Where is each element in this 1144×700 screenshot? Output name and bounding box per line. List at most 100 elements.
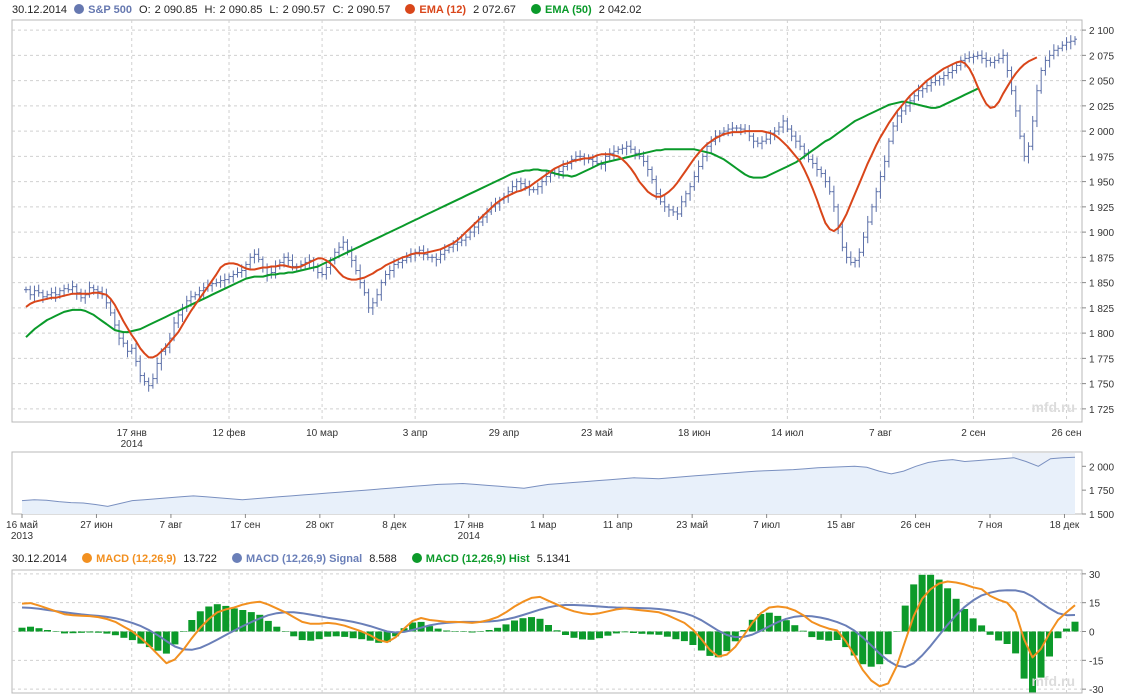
- price-candle: [785, 117, 790, 133]
- macd-hist-bar: [315, 631, 323, 640]
- symbol-name[interactable]: S&P 500: [88, 4, 132, 16]
- macd-hist-bar: [477, 631, 485, 632]
- price-candle: [83, 289, 88, 304]
- macd-hist-bar: [723, 631, 731, 652]
- price-xtick-label: 7 авг: [869, 428, 892, 439]
- price-ytick-label: 1 875: [1089, 253, 1114, 264]
- macd-hist-bar: [27, 626, 34, 632]
- ema12-label[interactable]: EMA (12): [419, 4, 467, 16]
- price-candle: [937, 75, 942, 86]
- price-candle: [176, 311, 181, 329]
- macd-hist-bar: [307, 631, 315, 641]
- macd-hist-bar: [61, 631, 68, 634]
- price-candle: [992, 56, 997, 69]
- price-candle: [764, 133, 769, 145]
- ema12-value: 2 072.67: [473, 4, 516, 16]
- macd-hist-bar: [850, 631, 858, 656]
- price-candle: [929, 77, 934, 92]
- macd-hist-bar: [562, 631, 569, 635]
- macd-hist-bar: [961, 609, 969, 632]
- price-xtick-label: 17 янв 2014: [117, 428, 147, 450]
- macd-hist-bar: [511, 620, 518, 632]
- macd-hist-bar: [918, 574, 926, 632]
- macd-date: 30.12.2014: [12, 553, 68, 565]
- ema50-value: 2 042.02: [598, 4, 642, 16]
- price-candle: [70, 280, 75, 295]
- price-candle: [366, 288, 371, 313]
- price-candle: [633, 146, 638, 160]
- price-candle: [616, 146, 621, 155]
- macd-hist-bar: [697, 631, 705, 651]
- price-candle: [129, 344, 134, 355]
- macd-hist-bar: [680, 631, 688, 642]
- macd-hist-bar: [944, 588, 952, 632]
- ema50-label[interactable]: EMA (50): [545, 4, 592, 16]
- signal-label[interactable]: MACD (12,26,9) Signal: [245, 553, 363, 565]
- hist-label[interactable]: MACD (12,26,9) Hist: [425, 553, 530, 565]
- price-candle: [358, 264, 363, 289]
- price-candle: [404, 252, 409, 264]
- macd-hist-bar: [969, 618, 977, 632]
- macd-hist-bar: [706, 631, 714, 656]
- price-candle: [425, 248, 430, 261]
- macd-hist-bar: [816, 631, 824, 640]
- price-candle: [370, 297, 375, 315]
- price-candle: [996, 53, 1001, 64]
- macd-hist-bar: [230, 608, 238, 632]
- price-candle: [819, 166, 824, 178]
- price-candle: [844, 242, 849, 264]
- price-candle: [984, 52, 989, 68]
- price-candle: [620, 144, 625, 155]
- price-candle: [430, 254, 435, 263]
- price-candle: [692, 171, 697, 191]
- macd-hist-bar: [536, 618, 544, 632]
- macd-hist-bar: [120, 631, 128, 638]
- macd-hist-bar: [748, 619, 756, 632]
- price-candle: [125, 340, 130, 358]
- price-candle: [963, 53, 968, 68]
- price-candle: [886, 138, 891, 168]
- navigator-xtick-label: 15 авг: [827, 520, 856, 531]
- price-candle: [975, 51, 980, 60]
- price-candle: [544, 170, 549, 186]
- macd-hist-bar: [655, 631, 663, 635]
- price-xtick-label: 18 июн: [678, 428, 711, 439]
- price-candle: [256, 248, 261, 263]
- price-candle: [679, 195, 684, 217]
- low-label: L:: [269, 4, 279, 16]
- price-xtick-label: 3 апр: [403, 428, 428, 439]
- price-candle: [650, 166, 655, 184]
- price-candle: [840, 223, 845, 252]
- macd-label[interactable]: MACD (12,26,9): [96, 553, 177, 565]
- macd-hist-bar: [162, 631, 170, 654]
- macd-ytick-label: -30: [1089, 685, 1104, 696]
- macd-hist-bar: [281, 631, 289, 632]
- price-candle: [121, 332, 126, 348]
- macd-hist-bar: [935, 579, 943, 632]
- price-candle: [611, 145, 616, 160]
- open-value: 2 090.85: [154, 4, 198, 16]
- macd-hist-bar: [239, 610, 247, 632]
- price-candle: [675, 206, 680, 220]
- navigator-ytick-label: 1 750: [1089, 486, 1114, 497]
- macd-hist-bar: [188, 620, 196, 632]
- price-candle: [383, 270, 388, 286]
- price-xtick-label: 29 апр: [489, 428, 520, 439]
- macd-hist-bar: [341, 631, 349, 637]
- price-candle: [772, 127, 777, 141]
- price-candle: [1001, 49, 1006, 64]
- price-candle: [510, 180, 515, 195]
- macd-hist-bar: [171, 631, 179, 645]
- macd-hist-bar: [867, 631, 875, 667]
- ema50-dot-icon: [531, 4, 541, 14]
- macd-hist-bar: [629, 631, 637, 633]
- price-candle: [535, 182, 540, 195]
- close-value: 2 090.57: [347, 4, 391, 16]
- macd-hist-bar: [1046, 631, 1053, 657]
- macd-hist-bar: [663, 631, 671, 637]
- price-candle: [514, 178, 519, 192]
- price-candle: [700, 153, 705, 170]
- macd-hist-bar: [927, 574, 935, 632]
- macd-hist-bar: [332, 631, 340, 637]
